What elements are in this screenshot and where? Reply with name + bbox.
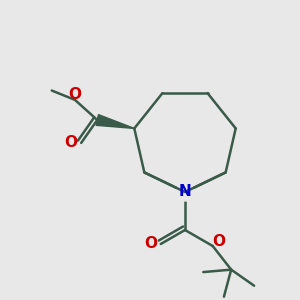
Polygon shape [96,115,134,128]
Text: O: O [65,135,78,150]
Text: N: N [178,184,191,200]
Text: O: O [68,87,82,102]
Text: O: O [212,235,225,250]
Circle shape [176,183,194,201]
Text: O: O [144,236,157,251]
